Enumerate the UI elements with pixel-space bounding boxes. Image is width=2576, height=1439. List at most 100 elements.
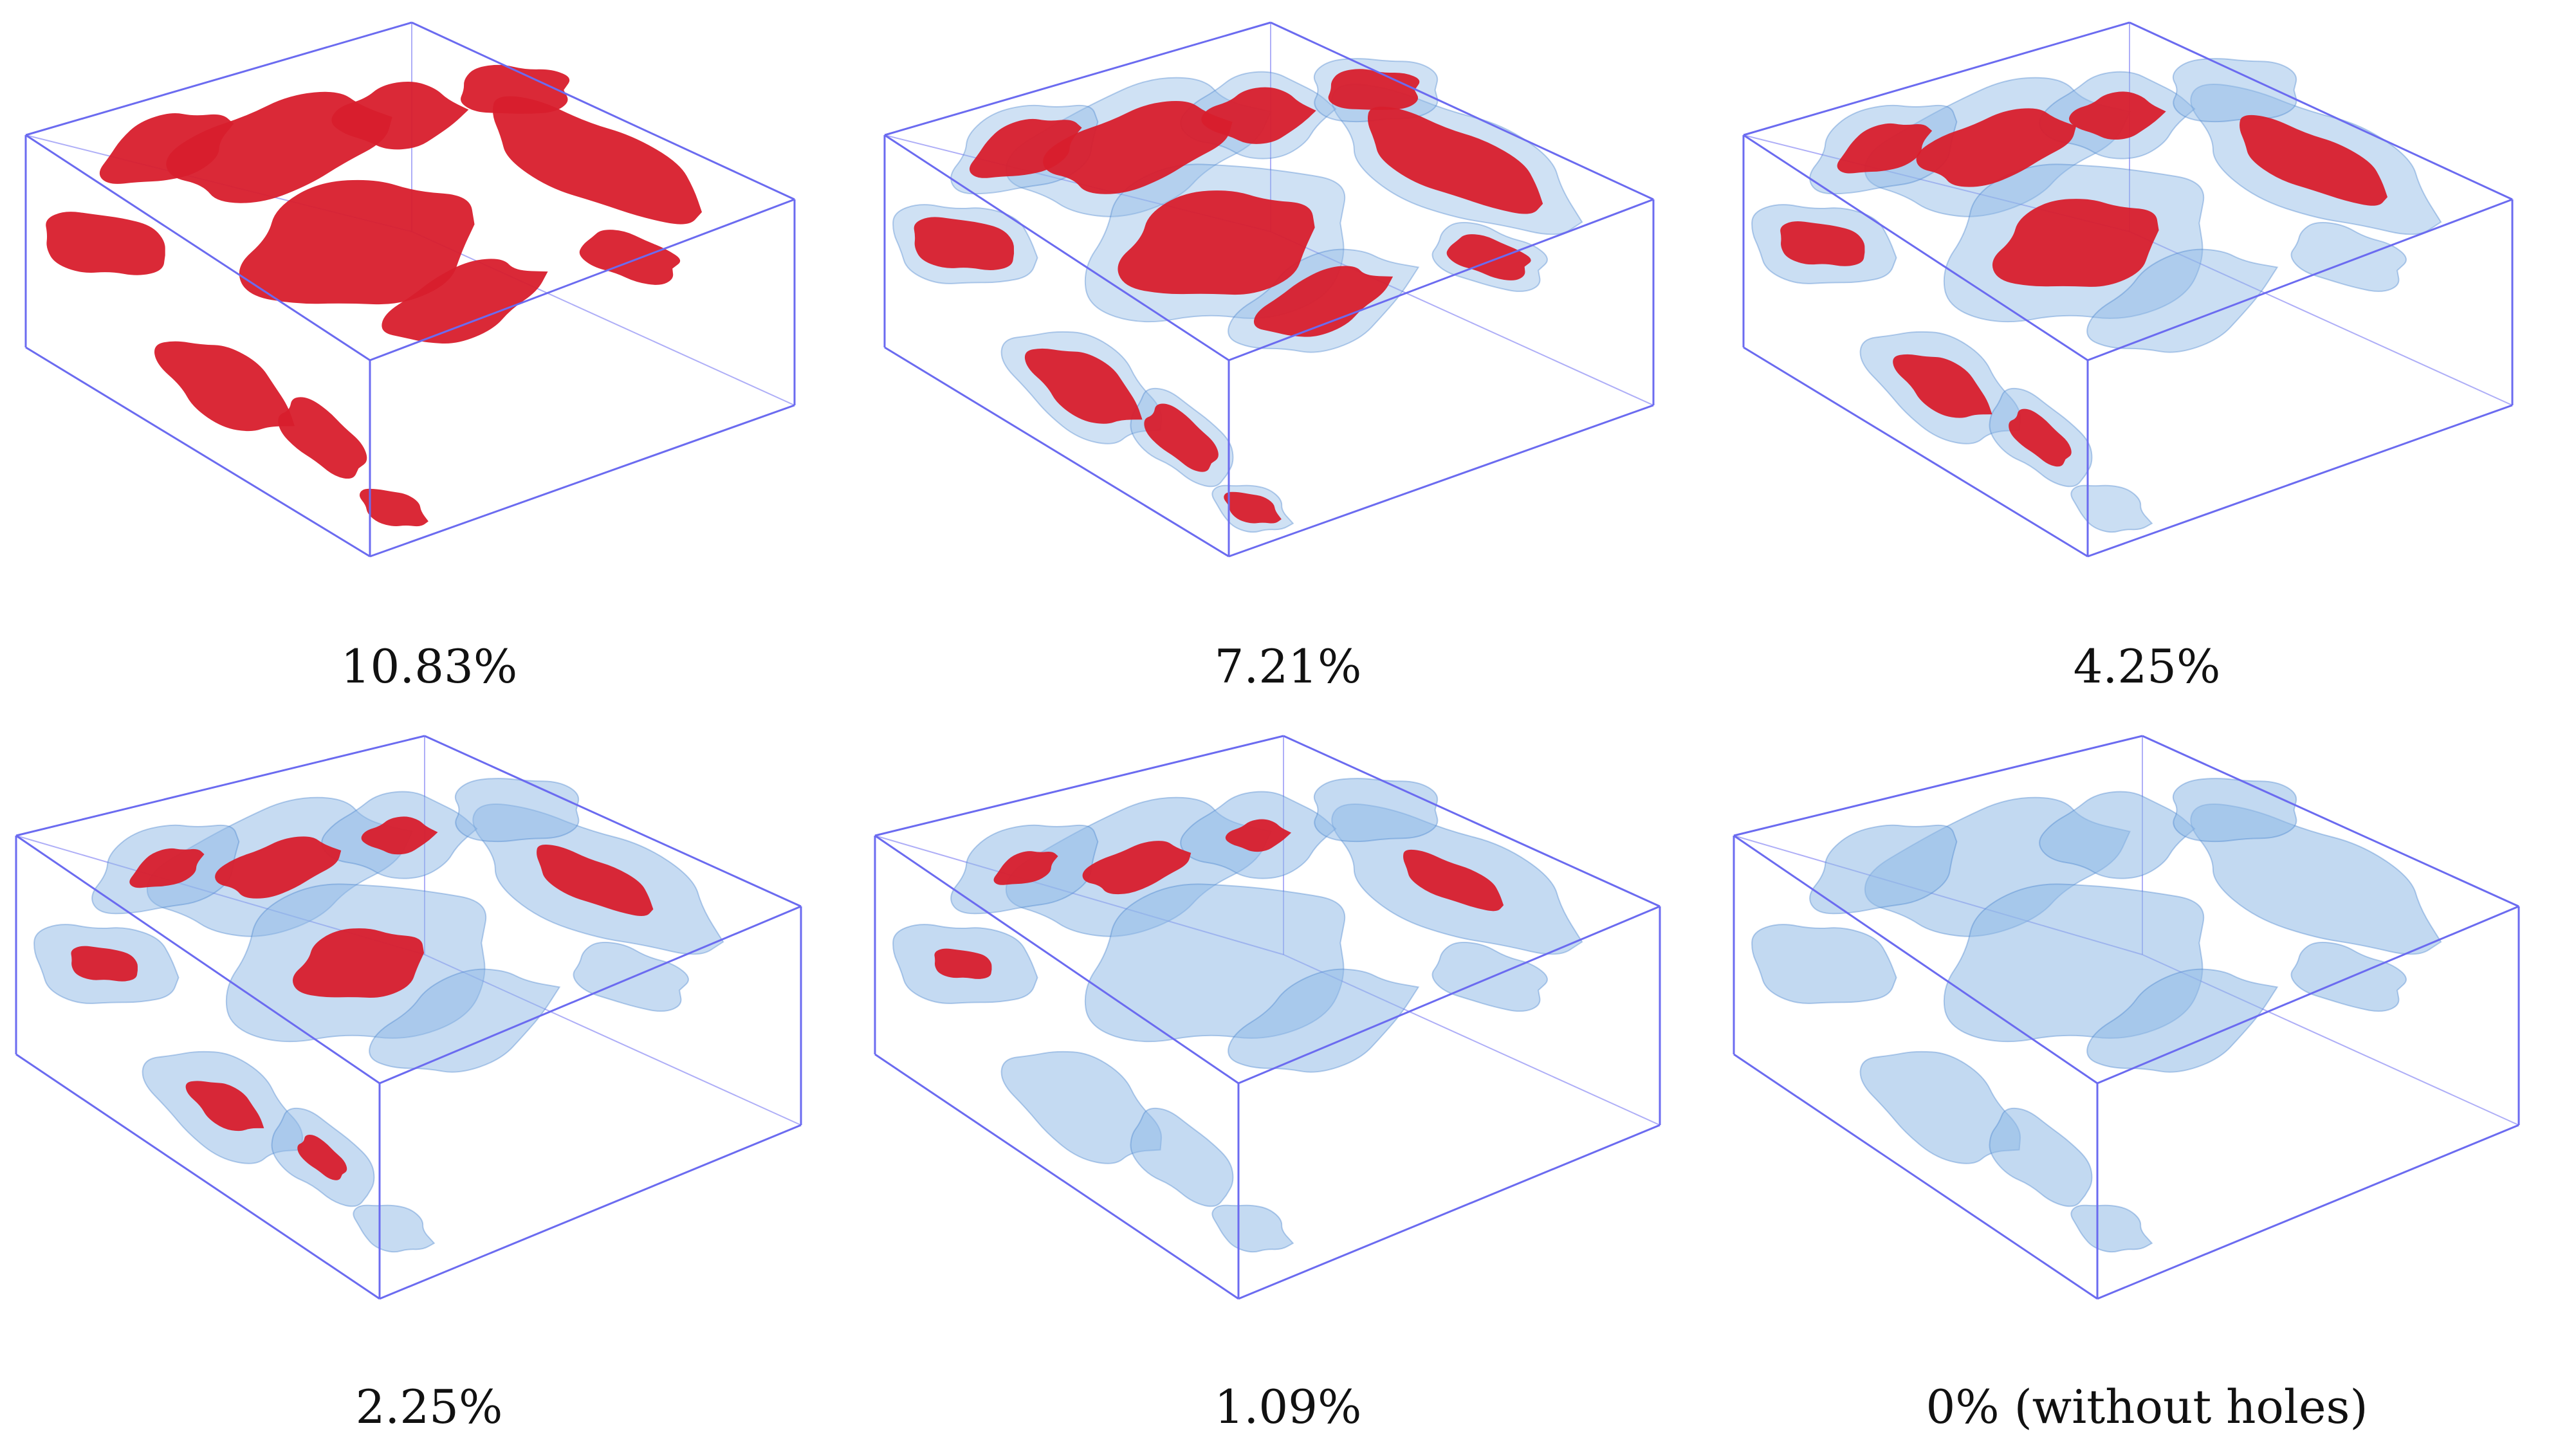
red-region — [1144, 403, 1219, 472]
box-edge — [2087, 198, 2513, 362]
blue-region — [369, 968, 561, 1073]
blue-region — [454, 778, 580, 843]
box-front-edges — [883, 21, 1655, 558]
blue-region — [1211, 1204, 1294, 1253]
box-edge — [884, 346, 1229, 558]
panel-6: 0% (without holes) — [1718, 720, 2576, 1439]
box-edge — [15, 735, 425, 837]
box-edge — [1270, 231, 1654, 406]
red-region — [1780, 221, 1865, 266]
box-edge — [2097, 1124, 2519, 1300]
red-region — [1118, 190, 1315, 295]
box-front-edges — [1742, 21, 2514, 558]
red-region — [1024, 348, 1143, 424]
red-region — [1043, 100, 1233, 194]
panel-caption-3: 4.25% — [2073, 639, 2221, 693]
red-region — [1368, 106, 1543, 214]
box-edge — [1733, 834, 2098, 1085]
red-region — [1225, 819, 1292, 852]
red-region — [1916, 108, 2077, 187]
box-edge — [884, 21, 1271, 136]
blue-region — [353, 1204, 436, 1253]
panel-caption-5: 1.09% — [1214, 1380, 1362, 1434]
red-region — [293, 928, 425, 998]
red-region — [99, 113, 234, 184]
red-region — [493, 96, 703, 225]
red-region — [537, 845, 654, 917]
box-front-edges — [1733, 735, 2520, 1300]
blue-region — [1751, 924, 1897, 1004]
red-region — [993, 851, 1058, 885]
blue-region — [2290, 221, 2407, 292]
red-region — [1992, 199, 2159, 287]
box-front-edges — [15, 735, 802, 1300]
box-edge — [1238, 905, 1661, 1085]
blue-region — [2070, 1204, 2153, 1253]
volume-render-4 — [15, 735, 802, 1300]
panel-1: 10.83% — [0, 0, 858, 719]
box-edge — [15, 834, 380, 1085]
red-region — [2068, 91, 2166, 140]
red-region — [1201, 87, 1316, 144]
volume-render-6 — [1733, 735, 2520, 1300]
volume-render-1 — [24, 21, 796, 558]
box-edge — [2129, 231, 2513, 406]
red-regions — [1780, 91, 2387, 467]
volume-render-2 — [883, 21, 1655, 558]
red-region — [914, 217, 1015, 270]
red-region — [1446, 234, 1531, 280]
red-region — [359, 488, 428, 527]
box-edge — [2087, 404, 2513, 558]
box-edge — [1743, 346, 2088, 558]
red-regions — [46, 64, 703, 527]
blue-region — [1809, 824, 1958, 915]
red-region — [278, 397, 367, 479]
red-region — [1253, 266, 1394, 337]
box-edge — [1228, 404, 1654, 558]
box-front-edges — [24, 21, 796, 558]
red-region — [361, 816, 438, 855]
red-region — [2240, 115, 2387, 206]
red-regions — [71, 816, 654, 1180]
panel-2: 7.21% — [859, 0, 1717, 719]
blue-region — [1859, 1050, 2021, 1164]
red-region — [1328, 69, 1420, 110]
panel-caption-1: 10.83% — [340, 639, 518, 693]
box-edge — [369, 198, 795, 362]
blue-regions — [1751, 778, 2442, 1253]
box-edge — [379, 1124, 802, 1300]
box-front-edges — [874, 735, 1661, 1300]
box-edge — [369, 404, 795, 558]
blue-region — [2172, 58, 2297, 123]
red-region — [297, 1134, 347, 1180]
box-edge — [2097, 905, 2519, 1085]
box-edge — [411, 21, 795, 201]
blue-region — [1228, 968, 1420, 1073]
red-region — [239, 179, 475, 305]
box-edge — [1238, 1124, 1661, 1300]
box-edge — [1228, 198, 1654, 362]
blue-region — [1000, 1050, 1163, 1164]
blue-region — [1313, 778, 1439, 843]
panel-5: 1.09% — [859, 720, 1717, 1439]
box-edge — [2129, 21, 2513, 201]
blue-region — [2070, 484, 2153, 533]
box-edge — [15, 1053, 380, 1300]
red-region — [71, 946, 138, 982]
red-region — [331, 81, 469, 150]
volume-render-5 — [874, 735, 1661, 1300]
box-edge — [1743, 134, 2088, 362]
panel-4: 2.25% — [0, 720, 858, 1439]
panel-caption-2: 7.21% — [1214, 639, 1362, 693]
box-edge — [25, 21, 412, 136]
box-edge — [424, 735, 802, 908]
red-region — [154, 341, 295, 432]
red-region — [215, 836, 342, 899]
box-edge — [1283, 735, 1661, 908]
blue-region — [2086, 248, 2279, 353]
box-edge — [874, 735, 1284, 837]
volume-render-3 — [1742, 21, 2514, 558]
red-region — [1837, 123, 1933, 174]
red-region — [46, 212, 165, 275]
red-region — [934, 948, 992, 979]
